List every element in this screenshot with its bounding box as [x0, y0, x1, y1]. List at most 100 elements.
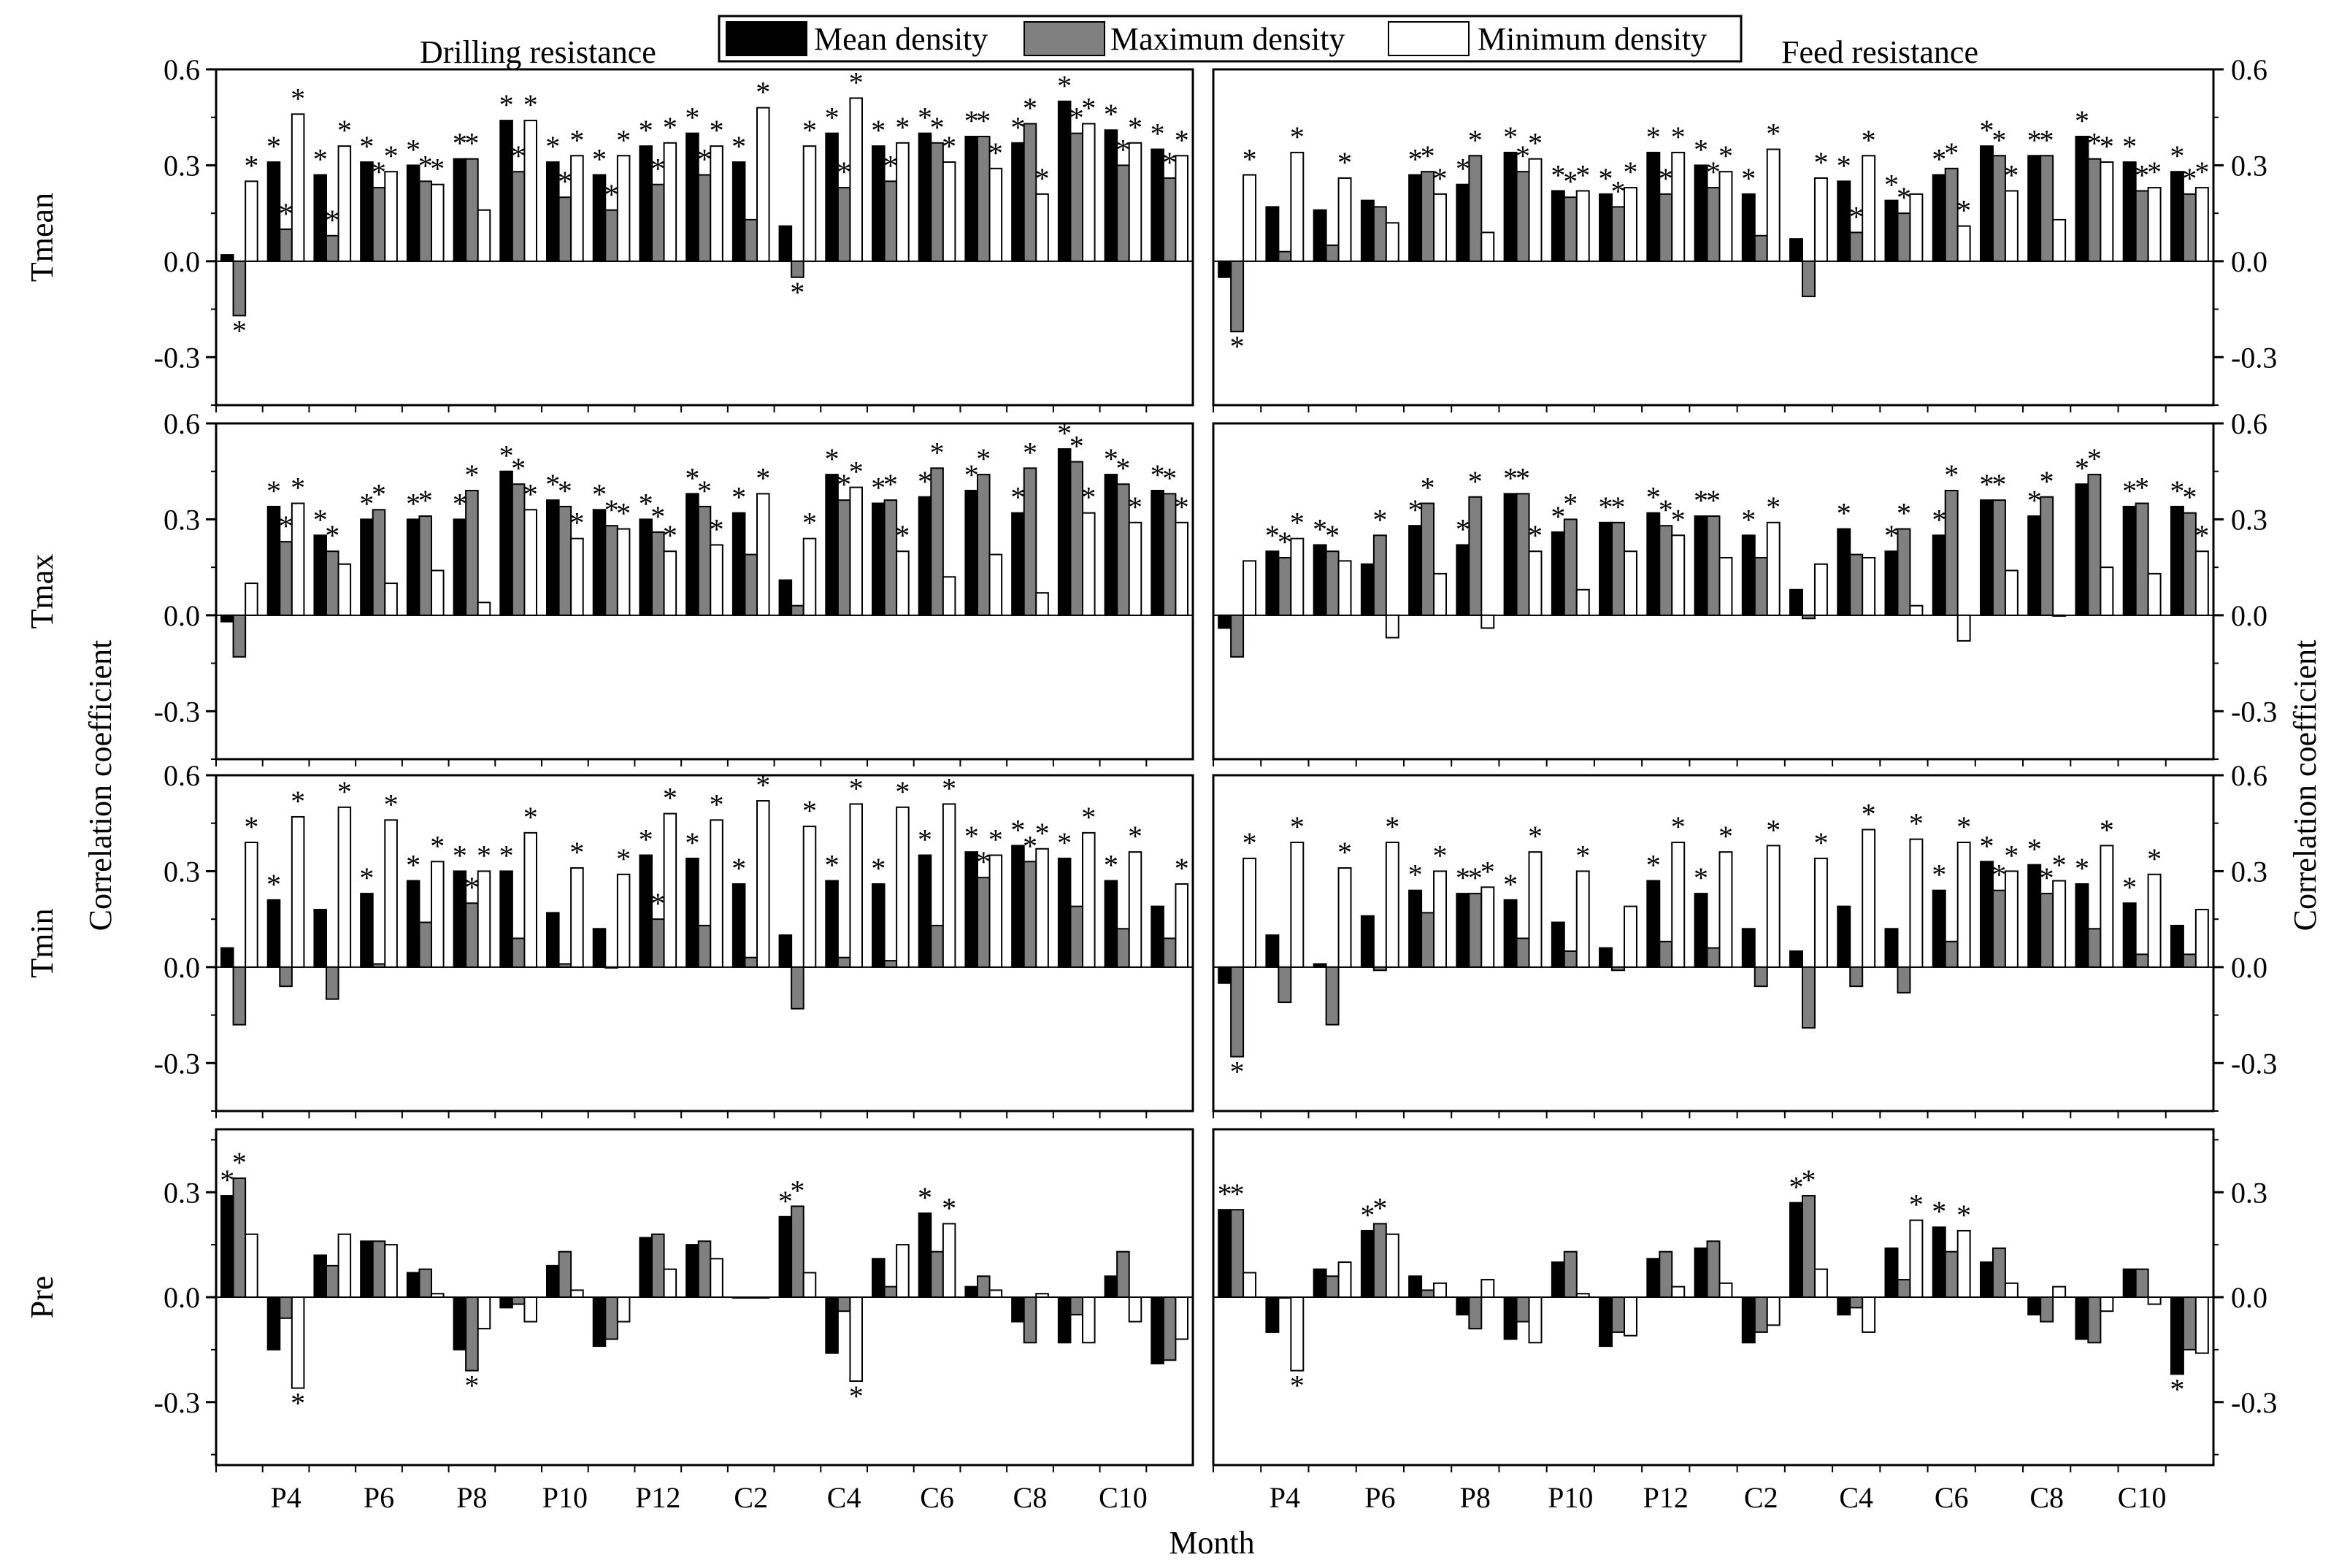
bar-mean-c8: [1011, 142, 1025, 262]
bar-max-p8: [1468, 1296, 1483, 1330]
significance-marker: *: [1611, 491, 1626, 523]
significance-marker: *: [1069, 430, 1084, 463]
y-tick-label: 0.0: [2231, 245, 2267, 278]
significance-marker: *: [499, 88, 514, 121]
significance-marker: *: [1563, 165, 1578, 198]
bar-max-c7: [1992, 1247, 2006, 1298]
bar-mean-p7: [406, 518, 420, 616]
significance-marker: *: [2135, 158, 2149, 191]
significance-marker: *: [1162, 461, 1177, 494]
significance-marker: *: [778, 1185, 793, 1218]
significance-marker: *: [1035, 817, 1050, 850]
bar-max-p7: [418, 921, 432, 968]
bar-max-c7: [1992, 889, 2006, 968]
significance-marker: *: [1023, 829, 1037, 862]
significance-marker: *: [291, 1387, 305, 1420]
bar-min-p6: [384, 171, 398, 262]
bar-min-c5: [896, 1244, 910, 1298]
bar-mean-c11: [2170, 924, 2184, 968]
y-tick-label: 0.6: [164, 407, 200, 440]
significance-marker: *: [2147, 842, 2162, 875]
bar-mean-p7: [1408, 1275, 1423, 1298]
significance-marker: *: [1575, 839, 1590, 872]
legend-swatch-min: [1388, 21, 1470, 56]
significance-marker: *: [1337, 146, 1352, 179]
significance-marker: *: [616, 497, 631, 530]
significance-marker: *: [604, 493, 619, 526]
significance-marker: *: [1837, 497, 1851, 530]
significance-marker: *: [1408, 143, 1423, 176]
bar-mean-c11: [2170, 171, 2184, 262]
significance-marker: *: [558, 165, 572, 198]
bar-max-c1: [697, 1240, 712, 1299]
significance-marker: *: [313, 143, 328, 176]
bar-max-c4: [837, 187, 851, 262]
bar-mean-c7: [964, 1285, 979, 1298]
bar-min-c9: [1081, 512, 1096, 616]
significance-marker: *: [291, 785, 305, 818]
bar-max-p3: [1230, 614, 1245, 658]
bar-min-c11: [1175, 883, 1188, 968]
y-tick-label: 0.6: [164, 759, 200, 792]
bar-mean-c8: [2027, 864, 2042, 968]
significance-marker: *: [697, 474, 712, 507]
bar-mean-p8: [453, 158, 467, 262]
bar-min-c11: [2194, 1296, 2209, 1354]
bar-mean-c9: [1057, 1296, 1072, 1344]
significance-marker: *: [2182, 481, 2197, 514]
significance-marker: *: [1789, 1171, 1804, 1204]
significance-marker: *: [2170, 1372, 2184, 1405]
bar-mean-p12: [1646, 1258, 1661, 1298]
significance-marker: *: [837, 468, 851, 501]
bar-min-c2: [756, 107, 770, 262]
bar-max-p12: [1659, 193, 1673, 262]
significance-marker: *: [523, 801, 538, 834]
bar-mean-p10: [1551, 1261, 1565, 1299]
bar-mean-c2: [731, 883, 746, 968]
bar-max-p12: [1659, 940, 1673, 968]
bar-min-c8: [1035, 592, 1049, 616]
bar-min-p10: [1575, 588, 1590, 616]
bar-mean-c2: [731, 512, 746, 616]
significance-marker: *: [1290, 120, 1305, 153]
bar-max-c11: [2182, 953, 2197, 968]
significance-marker: *: [802, 794, 817, 827]
panel-tmax-drilling: 0.60.30.0-0.3******* ** ***** ****** *******…: [154, 407, 1194, 766]
significance-marker: *: [849, 1380, 864, 1413]
bar-mean-p9: [499, 870, 513, 968]
significance-marker: *: [545, 468, 560, 501]
significance-marker: *: [802, 114, 817, 147]
bar-mean-c1: [1694, 893, 1708, 968]
significance-marker: *: [1646, 849, 1661, 882]
bar-mean-c6: [1932, 1226, 1946, 1298]
significance-marker: *: [1671, 503, 1686, 536]
bar-max-c2: [744, 956, 758, 968]
panel-tmax-feed: 0.60.30.0-0.3*** ** * **** ***** ** ****** * ***…: [1212, 407, 2277, 766]
significance-marker: *: [1801, 1164, 1816, 1196]
bar-min-p9: [1528, 1296, 1543, 1344]
significance-marker: *: [2170, 474, 2184, 507]
significance-marker: *: [1456, 512, 1470, 545]
bar-min-c7: [2004, 190, 2019, 262]
significance-marker: *: [1659, 162, 1673, 195]
bar-min-c1: [1718, 171, 1733, 262]
significance-marker: *: [849, 456, 864, 488]
significance-marker: *: [337, 775, 352, 808]
x-tick-label: P4: [270, 1481, 301, 1514]
significance-marker: *: [1671, 120, 1686, 153]
y-tick-label: 0.3: [164, 503, 200, 536]
significance-marker: *: [1081, 801, 1096, 834]
significance-marker: *: [359, 861, 374, 894]
legend-item-max: Maximum density: [1023, 21, 1345, 57]
legend-item-min: Minimum density: [1388, 21, 1707, 57]
significance-marker: *: [825, 849, 840, 882]
significance-marker: *: [1862, 797, 1876, 830]
bar-max-p4: [279, 1296, 293, 1319]
bar-min-p9: [523, 1296, 537, 1323]
y-tick-label: -0.3: [154, 341, 200, 374]
bar-mean-c2: [1741, 534, 1756, 616]
significance-marker: *: [1372, 1191, 1387, 1224]
bar-mean-c8: [1011, 845, 1025, 968]
significance-marker: *: [964, 458, 979, 491]
significance-marker: *: [1468, 123, 1483, 156]
